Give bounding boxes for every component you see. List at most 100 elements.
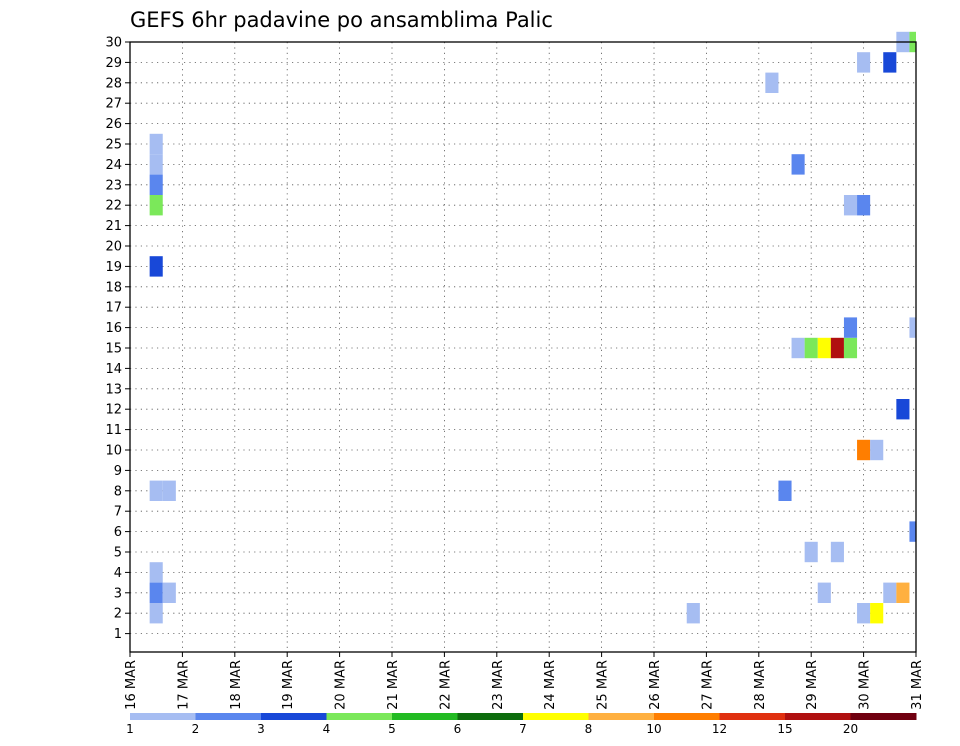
heatmap-cell [817, 582, 831, 603]
y-tick-label: 17 [105, 301, 122, 316]
heatmap-cell [149, 480, 163, 501]
heatmap-cell [791, 337, 805, 359]
x-tick-label: 17 MAR [176, 660, 191, 710]
x-tick-label: 24 MAR [543, 660, 558, 710]
x-tick-label: 30 MAR [858, 660, 873, 710]
x-tick-label: 23 MAR [491, 660, 506, 710]
x-tick-label: 31 MAR [910, 660, 925, 710]
heatmap-cell [870, 603, 884, 624]
y-tick-label: 24 [105, 158, 122, 173]
chart-title: GEFS 6hr padavine po ansamblima Palic [130, 8, 553, 32]
plot-frame [129, 41, 917, 653]
y-tick-label: 18 [105, 280, 122, 295]
heatmap-cell [843, 337, 858, 359]
colorbar-label: 20 [843, 722, 858, 736]
colorbar-segment [785, 713, 851, 720]
colorbar-segment [523, 713, 589, 720]
x-tick-label: 25 MAR [596, 660, 611, 710]
x-tick-label: 26 MAR [648, 660, 663, 710]
y-tick-label: 14 [105, 362, 122, 377]
y-axis: 1234567891011121314151617181920212223242… [105, 36, 130, 642]
heatmap-cell [149, 174, 163, 195]
heatmap-cell [883, 582, 897, 603]
y-tick-label: 5 [114, 546, 122, 561]
heatmap-cell [857, 603, 871, 624]
heatmap-cell [843, 195, 858, 216]
colorbar-label: 5 [388, 722, 396, 736]
heatmap-cell [896, 399, 910, 420]
y-tick-label: 4 [114, 566, 122, 581]
colorbar-segment [457, 713, 524, 720]
heatmap-cell [778, 480, 792, 501]
heatmap-cell [909, 521, 916, 542]
heatmap-cell [791, 154, 805, 175]
y-tick-label: 3 [114, 586, 122, 601]
x-tick-label: 18 MAR [229, 660, 244, 710]
y-tick-label: 6 [114, 525, 122, 540]
heatmap-cell [857, 195, 871, 216]
colorbar-segment [588, 713, 655, 720]
y-tick-label: 29 [105, 56, 122, 71]
heatmap-cell [149, 582, 163, 603]
y-tick-label: 28 [105, 76, 122, 91]
heatmap-cell [804, 541, 818, 563]
heatmap-cell [896, 582, 910, 603]
y-tick-label: 30 [105, 36, 122, 51]
colorbar-label: 7 [519, 722, 527, 736]
x-tick-label: 28 MAR [753, 660, 768, 710]
x-tick-label: 21 MAR [386, 660, 401, 710]
y-tick-label: 10 [105, 444, 122, 459]
heatmap-cell [909, 317, 916, 338]
colorbar-segment [195, 713, 262, 720]
heatmap-cell [162, 582, 176, 603]
heatmap-cell [765, 72, 779, 93]
heatmap-cell [830, 337, 844, 359]
y-tick-label: 9 [114, 464, 122, 479]
colorbar-label: 4 [323, 722, 331, 736]
y-tick-label: 15 [105, 342, 122, 357]
colorbar-segment [261, 713, 327, 720]
y-tick-label: 23 [105, 178, 122, 193]
x-tick-label: 22 MAR [438, 660, 453, 710]
colorbar-label: 1 [126, 722, 134, 736]
y-tick-label: 11 [105, 423, 122, 438]
colorbar-segment [392, 713, 458, 720]
colorbar-label: 10 [646, 722, 661, 736]
heatmap-cell [149, 562, 163, 583]
x-tick-label: 16 MAR [124, 660, 139, 710]
colorbar-segment [719, 713, 786, 720]
colorbar-label: 2 [192, 722, 200, 736]
colorbar-segment [654, 713, 720, 720]
y-tick-label: 26 [105, 117, 122, 132]
y-tick-label: 7 [114, 505, 122, 520]
colorbar-segment [850, 713, 917, 720]
heatmap-cell [870, 439, 884, 461]
y-tick-label: 13 [105, 382, 122, 397]
y-tick-label: 1 [114, 627, 122, 642]
y-tick-label: 16 [105, 321, 122, 336]
x-tick-label: 19 MAR [281, 660, 296, 710]
heatmap-cell [857, 52, 871, 73]
colorbar: 1 2 3 4 5 6 7 8 10 12 15 20 [126, 713, 917, 736]
heatmap-cell [686, 603, 700, 624]
heatmap-cell [883, 52, 897, 73]
y-tick-label: 20 [105, 240, 122, 255]
colorbar-label: 12 [712, 722, 727, 736]
heatmap-cell [149, 195, 163, 216]
heatmap-cell [843, 317, 858, 338]
y-tick-label: 25 [105, 138, 122, 153]
x-tick-label: 27 MAR [700, 660, 715, 710]
heatmap-cell [149, 256, 163, 277]
colorbar-label: 8 [585, 722, 593, 736]
heatmap-cell [162, 480, 176, 501]
x-tick-label: 29 MAR [805, 660, 820, 710]
y-tick-label: 19 [105, 260, 122, 275]
heatmap-cell [149, 133, 163, 155]
colorbar-label: 3 [257, 722, 265, 736]
heatmap-cell [857, 439, 871, 461]
heatmap-cell [804, 337, 818, 359]
heatmap-cell [149, 603, 163, 624]
heatmap-cell [830, 541, 844, 563]
